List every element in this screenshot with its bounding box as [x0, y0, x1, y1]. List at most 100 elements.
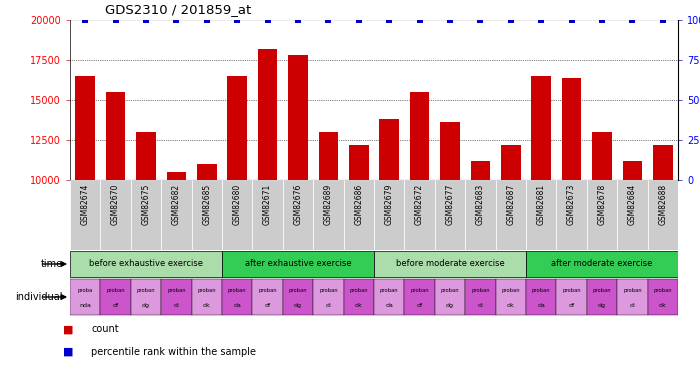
FancyBboxPatch shape — [283, 180, 313, 250]
Point — [626, 17, 638, 23]
Bar — [197, 164, 217, 180]
Point — [171, 17, 182, 23]
Text: after moderate exercise: after moderate exercise — [552, 260, 652, 268]
Text: GSM82679: GSM82679 — [385, 183, 393, 225]
Text: GSM82670: GSM82670 — [111, 183, 120, 225]
Text: proban: proban — [410, 288, 429, 292]
Text: count: count — [91, 324, 118, 334]
FancyBboxPatch shape — [161, 180, 192, 250]
Text: time: time — [41, 259, 63, 269]
Text: proban: proban — [593, 288, 611, 292]
Text: proban: proban — [288, 288, 307, 292]
Text: GSM82674: GSM82674 — [80, 183, 90, 225]
Text: dg: dg — [294, 303, 302, 308]
FancyBboxPatch shape — [253, 180, 283, 250]
Bar — [318, 132, 338, 180]
FancyBboxPatch shape — [466, 180, 496, 250]
FancyBboxPatch shape — [313, 279, 344, 315]
FancyBboxPatch shape — [648, 279, 678, 315]
Text: after exhaustive exercise: after exhaustive exercise — [245, 260, 351, 268]
Text: dg: dg — [446, 303, 454, 308]
Text: proban: proban — [167, 288, 186, 292]
Point — [505, 17, 517, 23]
Bar — [592, 132, 612, 180]
Bar — [349, 145, 369, 180]
Text: dg: dg — [142, 303, 150, 308]
Text: GSM82682: GSM82682 — [172, 183, 181, 225]
FancyBboxPatch shape — [435, 279, 466, 315]
Text: proban: proban — [136, 288, 155, 292]
Text: proban: proban — [441, 288, 459, 292]
Text: proban: proban — [562, 288, 581, 292]
Text: proban: proban — [380, 288, 398, 292]
Text: GSM82680: GSM82680 — [232, 183, 241, 225]
Point — [384, 17, 395, 23]
Point — [323, 17, 334, 23]
Text: proban: proban — [258, 288, 277, 292]
Text: df: df — [416, 303, 423, 308]
FancyBboxPatch shape — [435, 180, 466, 250]
Bar — [167, 172, 186, 180]
Bar — [440, 122, 460, 180]
Point — [354, 17, 365, 23]
FancyBboxPatch shape — [405, 279, 435, 315]
Text: GSM82673: GSM82673 — [567, 183, 576, 225]
Text: da: da — [385, 303, 393, 308]
FancyBboxPatch shape — [70, 279, 100, 315]
Point — [201, 17, 212, 23]
FancyBboxPatch shape — [100, 279, 131, 315]
FancyBboxPatch shape — [374, 251, 526, 278]
Bar — [561, 78, 582, 180]
FancyBboxPatch shape — [100, 180, 131, 250]
FancyBboxPatch shape — [131, 279, 161, 315]
FancyBboxPatch shape — [496, 279, 526, 315]
Bar — [501, 145, 521, 180]
Bar — [136, 132, 156, 180]
Point — [110, 17, 121, 23]
Text: before moderate exercise: before moderate exercise — [395, 260, 505, 268]
Bar — [470, 161, 490, 180]
FancyBboxPatch shape — [192, 279, 222, 315]
Point — [293, 17, 304, 23]
FancyBboxPatch shape — [222, 251, 374, 278]
Text: di: di — [629, 303, 636, 308]
Text: di: di — [326, 303, 331, 308]
Text: ■: ■ — [63, 347, 74, 357]
Text: di: di — [477, 303, 483, 308]
FancyBboxPatch shape — [374, 279, 405, 315]
Text: proban: proban — [532, 288, 550, 292]
Text: proban: proban — [623, 288, 642, 292]
Text: da: da — [538, 303, 545, 308]
Text: proban: proban — [471, 288, 490, 292]
Text: GSM82688: GSM82688 — [658, 183, 667, 225]
FancyBboxPatch shape — [587, 279, 617, 315]
Text: da: da — [233, 303, 241, 308]
Text: df: df — [113, 303, 119, 308]
FancyBboxPatch shape — [405, 180, 435, 250]
Text: GSM82681: GSM82681 — [537, 183, 546, 225]
FancyBboxPatch shape — [617, 279, 648, 315]
FancyBboxPatch shape — [222, 180, 253, 250]
Text: dk: dk — [507, 303, 514, 308]
Text: proban: proban — [197, 288, 216, 292]
Text: GSM82685: GSM82685 — [202, 183, 211, 225]
Point — [141, 17, 152, 23]
Text: GSM82675: GSM82675 — [141, 183, 150, 225]
Text: dg: dg — [598, 303, 606, 308]
Text: GSM82689: GSM82689 — [324, 183, 333, 225]
Bar — [531, 76, 551, 180]
Point — [536, 17, 547, 23]
Text: dk: dk — [659, 303, 666, 308]
FancyBboxPatch shape — [526, 251, 678, 278]
Text: GSM82686: GSM82686 — [354, 183, 363, 225]
FancyBboxPatch shape — [587, 180, 617, 250]
Text: nda: nda — [79, 303, 91, 308]
Text: proban: proban — [654, 288, 672, 292]
FancyBboxPatch shape — [526, 180, 557, 250]
FancyBboxPatch shape — [70, 180, 100, 250]
Text: GSM82671: GSM82671 — [263, 183, 272, 225]
FancyBboxPatch shape — [344, 180, 374, 250]
Point — [262, 17, 273, 23]
Text: GSM82676: GSM82676 — [293, 183, 302, 225]
Text: proban: proban — [501, 288, 520, 292]
